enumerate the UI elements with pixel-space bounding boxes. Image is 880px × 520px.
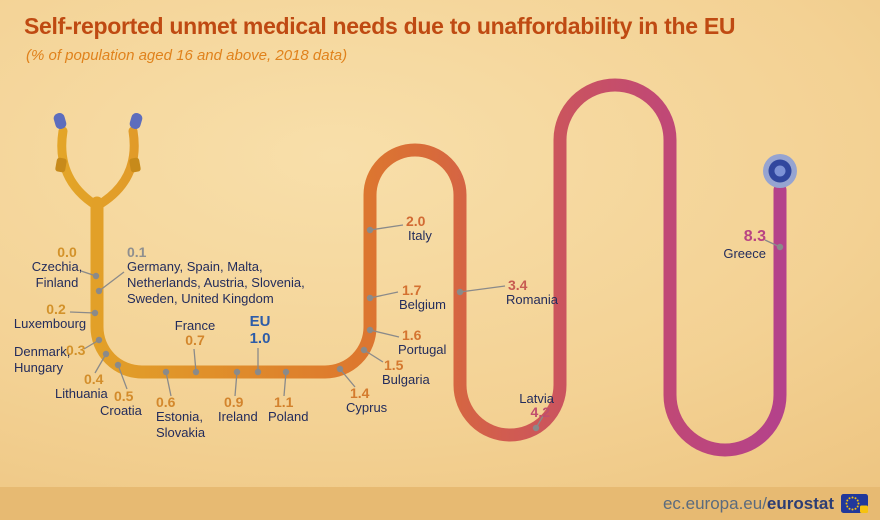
value-markers: [69, 224, 784, 432]
leader-estonia-slovakia: [162, 368, 172, 397]
country-label-ireland: Ireland: [218, 409, 258, 424]
label-eu: EU: [249, 313, 271, 330]
footer-url-prefix: ec.europa.eu/: [662, 493, 767, 513]
value-label-belgium: 1.7: [402, 282, 422, 298]
page-subtitle: (% of population aged 16 and above, 2018…: [26, 47, 348, 64]
country-label-czechia-finland: Czechia, Finland: [31, 259, 83, 290]
value-label-czechia-finland: 0.0: [57, 244, 77, 260]
leader-cyprus: [336, 365, 356, 388]
chest-piece-icon: [763, 154, 797, 188]
value-label-latvia: 4.2: [530, 404, 550, 420]
leader-eu: [254, 348, 262, 376]
ear-tip-right-icon: [129, 112, 143, 130]
ear-tip-left-icon: [53, 112, 67, 130]
value-label-eu: 1.0: [249, 330, 271, 347]
tube-connector-right: [129, 157, 141, 173]
country-label-estonia-slovakia: Estonia, Slovakia: [156, 409, 206, 440]
leader-poland: [282, 368, 290, 397]
leader-denmark-hungary: [83, 336, 103, 350]
value-label-romania: 3.4: [508, 277, 528, 293]
value-label-portugal: 1.6: [402, 327, 422, 343]
value-label-greece: 8.3: [743, 228, 766, 245]
country-label-luxembourg: Luxembourg: [13, 316, 87, 331]
country-label-portugal: Portugal: [398, 342, 447, 357]
stethoscope-tube: [90, 78, 787, 457]
value-label-luxembourg: 0.2: [46, 301, 66, 317]
country-label-cyprus: Cyprus: [346, 400, 388, 415]
value-label-bulgaria: 1.5: [384, 357, 404, 373]
country-label-belgium: Belgium: [399, 297, 446, 312]
leader-latvia: [532, 415, 544, 432]
value-label-lithuania: 0.4: [84, 371, 104, 387]
leader-portugal: [366, 326, 400, 338]
country-label-croatia: Croatia: [100, 403, 142, 418]
tube-connector-left: [55, 157, 67, 173]
leader-greece: [764, 239, 784, 251]
footer-bar: ec.europa.eu/eurostat: [0, 487, 880, 520]
country-label-france: France: [174, 318, 216, 333]
leader-romania: [456, 285, 506, 296]
leader-ireland: [233, 368, 241, 397]
leader-italy: [366, 224, 404, 234]
value-label-group-0-1: 0.1: [127, 244, 147, 260]
leader-croatia: [114, 361, 128, 390]
leader-france: [192, 348, 200, 376]
value-label-denmark-hungary: 0.3: [66, 342, 86, 358]
value-label-croatia: 0.5: [114, 388, 134, 404]
stethoscope-headset: [53, 112, 143, 211]
eu-flag-icon: [841, 494, 868, 513]
value-label-poland: 1.1: [274, 394, 294, 410]
country-label-romania: Romania: [506, 292, 559, 307]
country-label-lithuania: Lithuania: [55, 386, 108, 401]
footer-url-eurostat: eurostat: [766, 493, 834, 513]
leader-belgium: [366, 291, 399, 302]
value-label-cyprus: 1.4: [350, 385, 370, 401]
value-label-italy: 2.0: [406, 213, 426, 229]
country-label-latvia: Latvia: [519, 391, 554, 406]
leader-bulgaria: [360, 346, 384, 363]
country-label-greece: Greece: [723, 246, 766, 261]
leader-group-0-1: [95, 271, 125, 295]
value-label-estonia-slovakia: 0.6: [156, 394, 176, 410]
value-label-ireland: 0.9: [224, 394, 244, 410]
footer-url: ec.europa.eu/eurostat: [663, 494, 834, 514]
country-label-italy: Italy: [408, 228, 432, 243]
leader-lithuania: [94, 350, 110, 374]
value-label-france: 0.7: [185, 332, 205, 348]
page-title: Self-reported unmet medical needs due to…: [24, 13, 736, 39]
leader-czechia-finland: [80, 270, 100, 280]
country-label-poland: Poland: [268, 409, 309, 424]
country-label-group-0-1: Germany, Spain, Malta, Netherlands, Aust…: [127, 259, 305, 306]
leader-luxembourg: [69, 309, 99, 317]
country-label-denmark-hungary: Denmark, Hungary: [14, 344, 71, 375]
country-label-bulgaria: Bulgaria: [382, 372, 430, 387]
